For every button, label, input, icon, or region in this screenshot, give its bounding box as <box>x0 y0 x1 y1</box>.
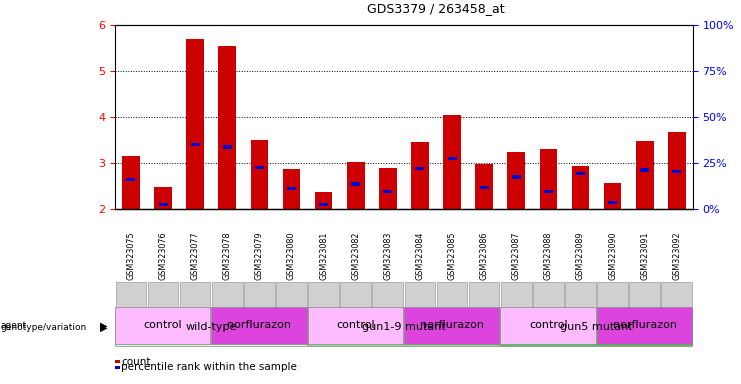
Bar <box>186 39 204 209</box>
Bar <box>544 190 553 194</box>
Bar <box>539 149 557 209</box>
Bar <box>379 168 396 209</box>
Text: ▶: ▶ <box>100 320 107 331</box>
Bar <box>608 201 617 204</box>
Text: agent: agent <box>1 321 27 330</box>
Text: GSM323079: GSM323079 <box>255 232 264 280</box>
Bar <box>411 142 429 209</box>
Text: norflurazon: norflurazon <box>613 320 677 331</box>
Bar <box>508 152 525 209</box>
Bar <box>127 178 136 181</box>
Text: GSM323088: GSM323088 <box>544 232 553 280</box>
Bar <box>282 169 300 209</box>
Text: gun1-9 mutant: gun1-9 mutant <box>362 322 446 333</box>
Text: GDS3379 / 263458_at: GDS3379 / 263458_at <box>367 2 505 15</box>
Text: GSM323085: GSM323085 <box>448 232 456 280</box>
Bar <box>640 169 649 172</box>
Text: control: control <box>144 320 182 331</box>
Text: GSM323092: GSM323092 <box>672 232 681 280</box>
Bar <box>219 46 236 209</box>
Bar <box>154 187 172 209</box>
Text: genotype/variation: genotype/variation <box>1 323 87 332</box>
Text: GSM323089: GSM323089 <box>576 232 585 280</box>
Bar <box>479 185 488 189</box>
Bar <box>475 164 493 209</box>
Text: norflurazon: norflurazon <box>227 320 291 331</box>
Bar <box>416 167 425 170</box>
Bar <box>122 156 140 209</box>
Text: GSM323091: GSM323091 <box>640 232 649 280</box>
Text: count: count <box>121 357 150 367</box>
Text: GSM323084: GSM323084 <box>416 232 425 280</box>
Bar <box>159 203 167 206</box>
Bar <box>636 141 654 209</box>
Text: GSM323080: GSM323080 <box>287 232 296 280</box>
Bar <box>319 203 328 206</box>
Text: norflurazon: norflurazon <box>420 320 484 331</box>
Bar <box>576 172 585 175</box>
Bar <box>223 146 232 149</box>
Text: GSM323075: GSM323075 <box>127 232 136 280</box>
Text: GSM323082: GSM323082 <box>351 232 360 280</box>
Text: control: control <box>336 320 375 331</box>
Text: GSM323087: GSM323087 <box>512 232 521 280</box>
Bar <box>347 162 365 209</box>
Bar <box>512 175 521 179</box>
Text: GSM323077: GSM323077 <box>190 232 199 280</box>
Bar <box>443 115 461 209</box>
Bar <box>571 166 589 209</box>
Text: GSM323090: GSM323090 <box>608 232 617 280</box>
Bar <box>383 190 392 194</box>
Bar <box>250 140 268 209</box>
Bar <box>315 192 333 209</box>
Bar <box>672 170 681 173</box>
Text: ▶: ▶ <box>100 322 107 333</box>
Text: GSM323078: GSM323078 <box>223 232 232 280</box>
Bar <box>190 143 199 146</box>
Text: GSM323086: GSM323086 <box>479 232 488 280</box>
Bar <box>604 182 622 209</box>
Text: control: control <box>529 320 568 331</box>
Text: percentile rank within the sample: percentile rank within the sample <box>121 362 297 372</box>
Bar <box>448 157 456 160</box>
Bar <box>255 166 264 169</box>
Text: gun5 mutant: gun5 mutant <box>560 322 633 333</box>
Text: GSM323081: GSM323081 <box>319 232 328 280</box>
Text: wild-type: wild-type <box>185 322 237 333</box>
Bar <box>287 187 296 190</box>
Bar <box>351 182 360 185</box>
Bar <box>668 132 685 209</box>
Text: GSM323083: GSM323083 <box>383 232 392 280</box>
Text: GSM323076: GSM323076 <box>159 232 167 280</box>
